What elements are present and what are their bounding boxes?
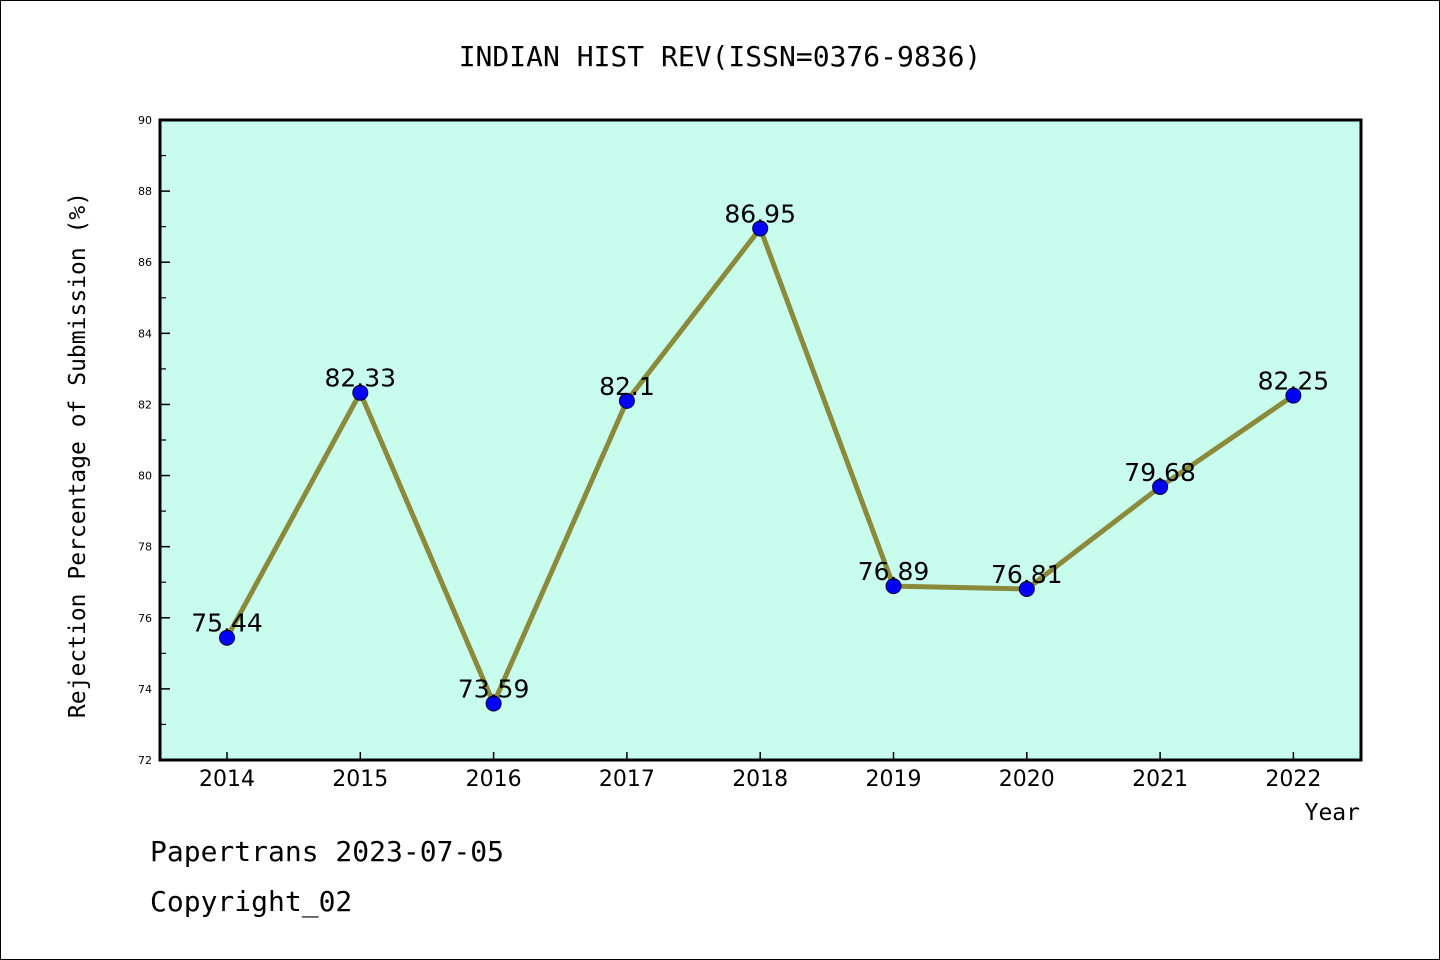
footer-copyright: Copyright_02 bbox=[150, 885, 353, 918]
y-tick-label: 90 bbox=[138, 114, 152, 127]
footer-date: Papertrans 2023-07-05 bbox=[150, 835, 505, 868]
x-tick-label: 2018 bbox=[732, 767, 788, 792]
data-point bbox=[485, 695, 502, 712]
chart-title: INDIAN HIST REV(ISSN=0376-9836) bbox=[459, 40, 982, 73]
x-tick-label: 2020 bbox=[999, 767, 1055, 792]
y-tick-label: 88 bbox=[138, 185, 152, 198]
x-tick-label: 2015 bbox=[332, 767, 388, 792]
x-tick-label: 2017 bbox=[599, 767, 655, 792]
data-point bbox=[219, 629, 235, 646]
data-label: 76.81 bbox=[991, 560, 1063, 589]
data-point bbox=[352, 384, 369, 401]
data-label: 82.33 bbox=[325, 364, 397, 393]
data-point bbox=[752, 220, 769, 237]
data-label: 79.68 bbox=[1124, 458, 1196, 487]
data-markers bbox=[219, 220, 1302, 712]
x-tick-label: 2022 bbox=[1265, 767, 1321, 792]
x-tick-label: 2014 bbox=[199, 767, 255, 792]
y-tick-label: 74 bbox=[138, 683, 152, 696]
data-point bbox=[885, 578, 902, 595]
data-label: 73.59 bbox=[458, 674, 530, 703]
y-tick-label: 86 bbox=[138, 256, 152, 269]
x-axis: 2014 2015 2016 2017 2018 2019 2020 2021 2022 bbox=[199, 752, 1321, 792]
y-tick-label: 78 bbox=[138, 541, 152, 554]
y-axis-label: Rejection Percentage of Submission (%) bbox=[65, 192, 91, 718]
data-point bbox=[1018, 580, 1035, 597]
y-tick-label: 82 bbox=[138, 398, 152, 411]
data-label: 75.44 bbox=[191, 609, 263, 638]
y-tick-label: 72 bbox=[138, 754, 152, 767]
data-point bbox=[1285, 387, 1302, 404]
data-label: 82.25 bbox=[1258, 367, 1330, 396]
x-tick-label: 2021 bbox=[1132, 767, 1188, 792]
x-axis-label: Year bbox=[1305, 800, 1360, 826]
y-tick-label: 76 bbox=[138, 612, 152, 625]
data-labels: 75.44 82.33 73.59 82.1 86.95 76.89 76.81 79.68 8… bbox=[191, 199, 1329, 703]
y-axis: 72 74 76 78 80 82 84 86 88 90 bbox=[138, 114, 170, 767]
x-tick-label: 2016 bbox=[466, 767, 522, 792]
data-point bbox=[1152, 478, 1169, 495]
x-tick-label: 2019 bbox=[866, 767, 922, 792]
y-tick-label: 80 bbox=[138, 470, 152, 483]
data-label: 82.1 bbox=[599, 372, 655, 401]
data-point bbox=[618, 392, 635, 409]
data-label: 86.95 bbox=[724, 199, 796, 228]
data-label: 76.89 bbox=[858, 557, 930, 586]
y-tick-label: 84 bbox=[138, 327, 152, 340]
